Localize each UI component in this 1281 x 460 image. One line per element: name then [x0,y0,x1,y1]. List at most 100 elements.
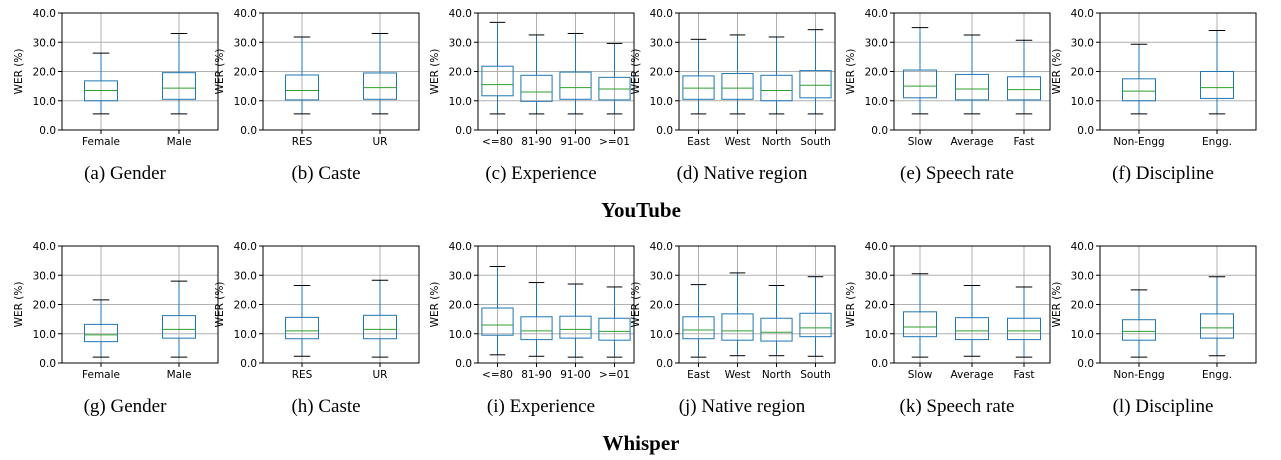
x-tick-label: RES [292,136,313,148]
plot-frame [262,12,420,131]
y-tick-label: 40.0 [650,241,673,253]
box-iqr [520,316,553,341]
y-tick-label: 40.0 [33,241,56,253]
y-tick-label: 30.0 [449,270,472,282]
y-tick-label: 20.0 [33,67,56,79]
y-tick-label: 0.0 [39,125,56,137]
chart-panel-1: 0.0 10.0 20.0 30.0 40.0 Female Male WER (%) (a) … [13,8,219,184]
x-tick-label: 91-00 [560,136,591,148]
chart-panel-9: 0.0 10.0 20.0 30.0 40.0 <=80 81-90 91-00 >=01 WER… [429,241,635,417]
x-tick-label: <=80 [482,369,513,381]
x-tick-label: Male [167,369,192,381]
chart-panel-3: 0.0 10.0 20.0 30.0 40.0 <=80 81-90 91-00 >=01 WER… [429,8,635,184]
box-iqr [799,70,832,99]
box-iqr [1200,313,1234,339]
x-tick-label: Female [82,136,120,148]
x-tick-label: RES [292,369,313,381]
y-tick-label: 0.0 [240,358,257,370]
chart-panel-5: 0.0 10.0 20.0 30.0 40.0 Slow Average Fast WER (%… [845,8,1051,184]
box-iqr [1200,71,1234,99]
subplot-caption: (h) Caste [291,396,360,417]
box-iqr [481,65,514,97]
y-tick-label: 30.0 [33,270,56,282]
box-iqr [903,311,937,338]
y-tick-label: 20.0 [1071,300,1094,312]
subplot-caption: (e) Speech rate [900,163,1014,184]
subplot-caption: (c) Experience [485,163,596,184]
y-axis-label: WER (%) [13,49,25,95]
box-iqr [1007,317,1041,341]
plot-frame [1099,245,1257,364]
y-axis-label: WER (%) [1051,49,1063,95]
y-tick-label: 30.0 [1071,270,1094,282]
box-iqr [481,307,514,336]
y-tick-label: 40.0 [865,8,888,20]
box-iqr [162,315,196,339]
subplot-caption: (l) Discipline [1113,396,1214,417]
chart-panel-7: 0.0 10.0 20.0 30.0 40.0 Female Male WER (%) (g) … [13,241,219,417]
plot-frame [893,12,1051,131]
box-iqr [559,315,592,339]
x-tick-label: Engg. [1202,369,1232,381]
chart-panel-6: 0.0 10.0 20.0 30.0 40.0 Non-Engg Engg. WER (%) (… [1051,8,1257,184]
y-tick-label: 0.0 [240,125,257,137]
x-tick-label: 81-90 [521,369,552,381]
y-tick-label: 20.0 [449,67,472,79]
y-tick-label: 0.0 [871,358,888,370]
y-tick-label: 30.0 [865,37,888,49]
chart-panel-2: 0.0 10.0 20.0 30.0 40.0 RES UR WER (%) (b) Caste [214,8,420,184]
y-tick-label: 10.0 [33,329,56,341]
box-iqr [1007,76,1041,101]
y-tick-label: 20.0 [234,67,257,79]
y-tick-label: 20.0 [865,67,888,79]
plot-frame [678,245,836,364]
box-iqr [162,72,196,100]
y-tick-label: 0.0 [455,125,472,137]
x-tick-label: Slow [908,136,933,148]
y-tick-label: 0.0 [871,125,888,137]
panels-layer: 0.0 10.0 20.0 30.0 40.0 Female Male WER (%) (a) … [13,8,1257,417]
plot-frame [678,12,836,131]
plot-frame [61,12,219,131]
y-tick-label: 40.0 [449,241,472,253]
y-tick-label: 30.0 [865,270,888,282]
x-tick-label: South [800,369,831,381]
x-tick-label: Engg. [1202,136,1232,148]
y-tick-label: 30.0 [33,37,56,49]
box-iqr [285,74,319,101]
box-iqr [363,314,397,340]
y-tick-label: 40.0 [650,8,673,20]
box-iqr [520,74,553,102]
y-tick-label: 10.0 [33,96,56,108]
box-iqr [1122,319,1156,341]
y-axis-label: WER (%) [845,282,857,328]
x-tick-label: Non-Engg [1113,136,1164,148]
y-tick-label: 40.0 [33,8,56,20]
plot-frame [1099,12,1257,131]
x-tick-label: Average [950,369,993,381]
y-tick-label: 40.0 [449,8,472,20]
subplot-caption: (d) Native region [677,163,808,184]
y-tick-label: 10.0 [449,96,472,108]
x-tick-label: West [725,136,751,148]
y-tick-label: 10.0 [865,96,888,108]
x-tick-label: West [725,369,751,381]
plot-frame [477,245,635,364]
y-tick-label: 20.0 [449,300,472,312]
y-tick-label: 10.0 [865,329,888,341]
y-axis-label: WER (%) [13,282,25,328]
y-tick-label: 30.0 [650,37,673,49]
y-tick-label: 30.0 [234,270,257,282]
y-tick-label: 40.0 [234,241,257,253]
box-iqr [760,317,793,342]
box-iqr [721,73,754,100]
box-iqr [1122,78,1156,102]
chart-panel-10: 0.0 10.0 20.0 30.0 40.0 East West North South WER… [630,241,836,417]
y-axis-label: WER (%) [1051,282,1063,328]
box-iqr [799,312,832,338]
box-iqr [903,69,937,99]
box-iqr [559,71,592,100]
box-iqr [955,73,989,101]
subplot-caption: (i) Experience [487,396,595,417]
